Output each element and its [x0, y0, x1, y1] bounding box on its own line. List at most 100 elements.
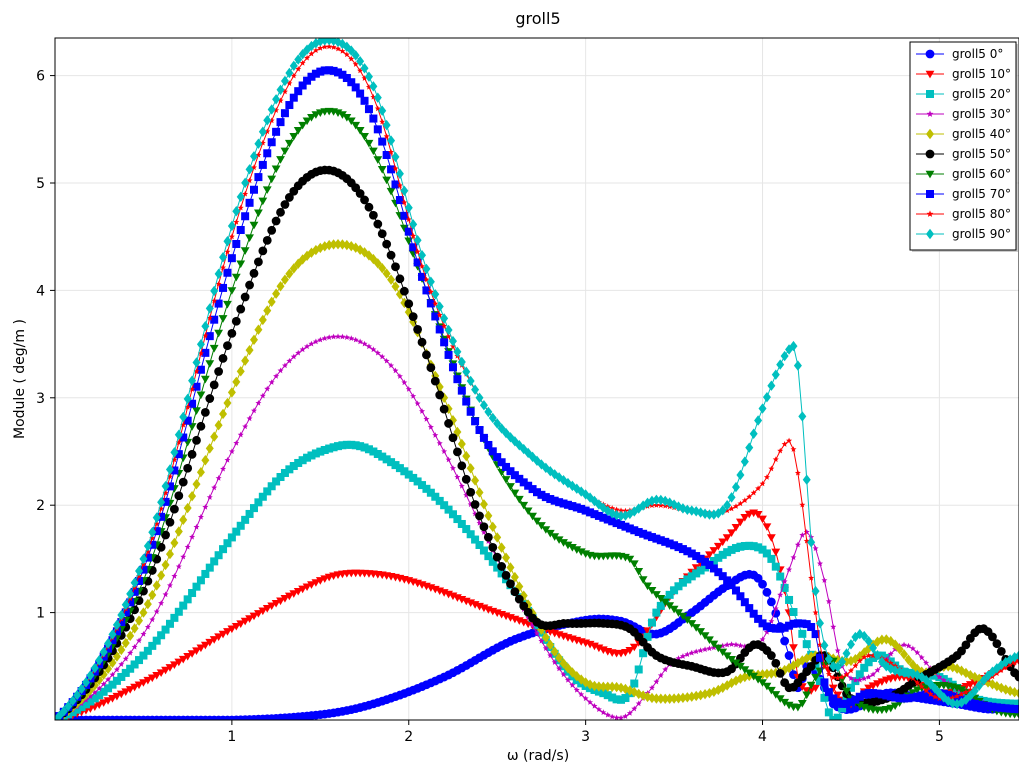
data-point: [405, 216, 412, 223]
data-point: [567, 544, 577, 552]
data-point: [227, 287, 237, 295]
data-point: [816, 618, 825, 629]
data-point: [192, 435, 201, 445]
data-point: [205, 303, 214, 314]
data-point: [117, 609, 126, 621]
data-point: [174, 658, 184, 667]
data-point: [780, 583, 789, 592]
data-point: [214, 268, 223, 280]
data-point: [196, 466, 205, 478]
data-point: [988, 632, 997, 642]
data-point: [418, 481, 427, 490]
data-point: [183, 502, 192, 514]
data-point: [1015, 687, 1019, 699]
data-point: [1014, 711, 1019, 720]
data-point: [793, 619, 802, 628]
data-point: [408, 250, 418, 258]
data-point: [988, 666, 997, 677]
data-point: [96, 685, 103, 691]
data-point: [108, 695, 117, 703]
data-point: [206, 314, 213, 321]
data-point: [860, 690, 869, 699]
data-point: [811, 630, 820, 639]
data-point: [656, 536, 665, 545]
data-point: [232, 239, 241, 248]
data-point: [772, 605, 779, 612]
data-point: [758, 679, 767, 687]
data-point: [457, 386, 466, 395]
data-point: [842, 648, 851, 659]
data-point: [262, 235, 272, 245]
data-point: [232, 527, 241, 536]
data-point: [311, 579, 321, 587]
data-point: [812, 609, 819, 616]
data-point: [1001, 704, 1010, 713]
data-point: [373, 450, 382, 459]
data-point: [515, 474, 524, 483]
data-point: [812, 545, 819, 552]
data-point: [479, 499, 488, 510]
data-point: [484, 552, 493, 561]
data-point: [766, 534, 776, 542]
data-point: [430, 376, 440, 386]
data-point: [731, 523, 741, 532]
data-point: [864, 658, 873, 667]
data-point: [249, 221, 259, 230]
data-point: [166, 582, 173, 589]
data-point: [401, 379, 408, 386]
data-point: [395, 196, 404, 205]
data-point: [560, 671, 567, 678]
data-point: [139, 651, 148, 660]
data-point: [745, 604, 754, 613]
data-point: [330, 44, 337, 50]
data-point: [373, 219, 383, 229]
data-point: [427, 424, 434, 430]
data-point: [317, 336, 324, 343]
data-point: [267, 104, 276, 115]
data-point: [652, 494, 661, 506]
data-point: [180, 421, 187, 428]
data-point: [873, 650, 882, 661]
data-point: [762, 668, 771, 680]
data-point: [264, 385, 271, 392]
data-point: [776, 572, 785, 581]
data-point: [789, 660, 798, 671]
data-point: [183, 416, 192, 425]
data-point: [210, 315, 219, 324]
data-point: [453, 375, 462, 384]
data-point: [122, 655, 129, 662]
data-point: [709, 556, 718, 565]
data-point: [670, 541, 679, 550]
data-point: [157, 631, 166, 640]
data-point: [405, 386, 412, 392]
data-point: [479, 433, 488, 442]
data-point: [342, 74, 351, 83]
data-point: [152, 636, 161, 645]
data-point: [484, 440, 493, 449]
data-point: [820, 693, 829, 702]
data-point: [529, 622, 536, 629]
data-point: [515, 581, 524, 592]
data-point: [197, 350, 204, 356]
data-point: [121, 599, 130, 610]
data-point: [954, 693, 961, 699]
data-point: [475, 392, 484, 403]
legend-swatch-marker: [925, 49, 935, 59]
data-point: [174, 607, 183, 616]
data-point: [404, 202, 413, 213]
data-point: [789, 644, 798, 652]
data-point: [422, 484, 431, 493]
data-point: [683, 575, 692, 584]
data-point: [749, 609, 758, 618]
data-point: [343, 334, 350, 340]
data-point: [740, 598, 749, 607]
data-point: [174, 491, 184, 501]
data-point: [961, 640, 971, 650]
data-point: [613, 506, 620, 513]
data-point: [276, 84, 285, 95]
data-point: [73, 689, 82, 701]
data-point: [731, 481, 740, 493]
y-tick-label: 3: [36, 391, 45, 407]
data-point: [763, 474, 770, 480]
data-point: [731, 544, 740, 553]
